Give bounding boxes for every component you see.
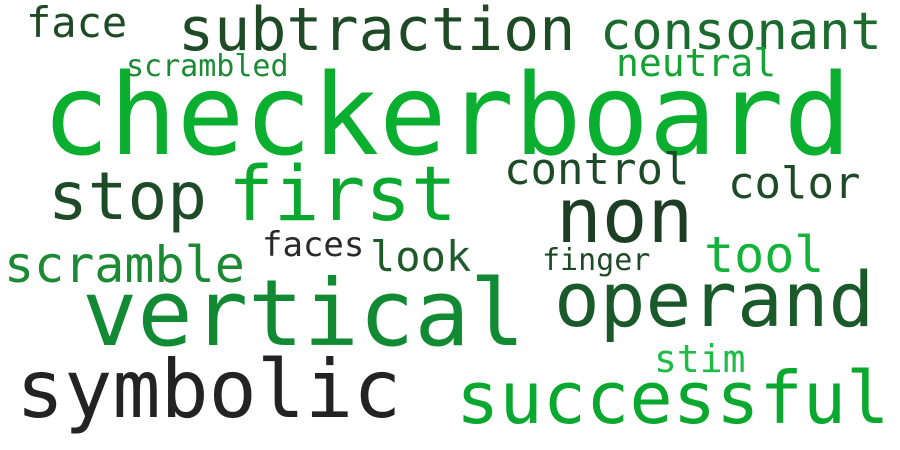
word-neutral: neutral <box>616 41 777 85</box>
word-symbolic: symbolic <box>16 343 402 436</box>
word-consonant: consonant <box>600 2 882 62</box>
word-scramble: scramble <box>4 236 245 294</box>
word-color: color <box>728 158 861 209</box>
word-stop: stop <box>48 158 207 235</box>
word-tool: tool <box>704 226 825 284</box>
word-face: face <box>26 0 128 47</box>
word-finger: finger <box>542 243 651 278</box>
word-look: look <box>370 232 472 281</box>
word-operand: operand <box>554 255 875 344</box>
word-control: control <box>504 144 690 195</box>
word-checkerboard: checkerboard <box>42 51 852 181</box>
word-faces: faces <box>262 225 365 265</box>
word-scrambled: scrambled <box>126 49 289 84</box>
word-successful: successful <box>456 356 890 440</box>
word-subtraction: subtraction <box>178 0 576 65</box>
word-stim: stim <box>654 337 746 381</box>
word-first: first <box>228 149 457 238</box>
word-vertical: vertical <box>82 260 526 367</box>
word-non: non <box>556 171 694 260</box>
